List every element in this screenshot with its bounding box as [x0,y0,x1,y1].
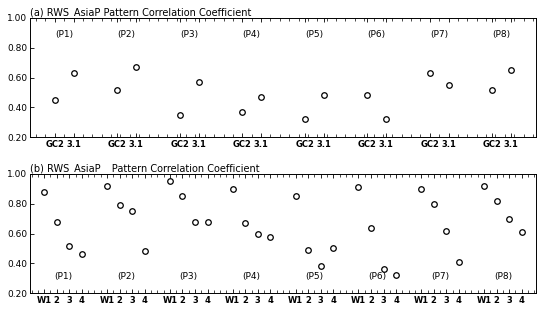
Text: (P3): (P3) [180,30,198,39]
Text: (P6): (P6) [368,272,386,281]
Text: (P3): (P3) [180,272,198,281]
Text: (P5): (P5) [305,272,324,281]
Text: (P5): (P5) [305,30,323,39]
Text: (P7): (P7) [431,272,449,281]
Text: (P2): (P2) [118,30,136,39]
Text: (b) RWS_AsiaP_  Pattern Correlation Coefficient: (b) RWS_AsiaP_ Pattern Correlation Coeff… [30,163,260,174]
Text: (P1): (P1) [55,30,73,39]
Text: (a) RWS_AsiaP Pattern Correlation Coefficient: (a) RWS_AsiaP Pattern Correlation Coeffi… [30,7,251,18]
Text: (P4): (P4) [243,272,261,281]
Text: (P8): (P8) [493,30,511,39]
Text: (P1): (P1) [54,272,72,281]
Text: (P2): (P2) [117,272,135,281]
Text: (P7): (P7) [430,30,449,39]
Text: (P6): (P6) [368,30,386,39]
Text: (P4): (P4) [243,30,261,39]
Text: (P8): (P8) [494,272,512,281]
